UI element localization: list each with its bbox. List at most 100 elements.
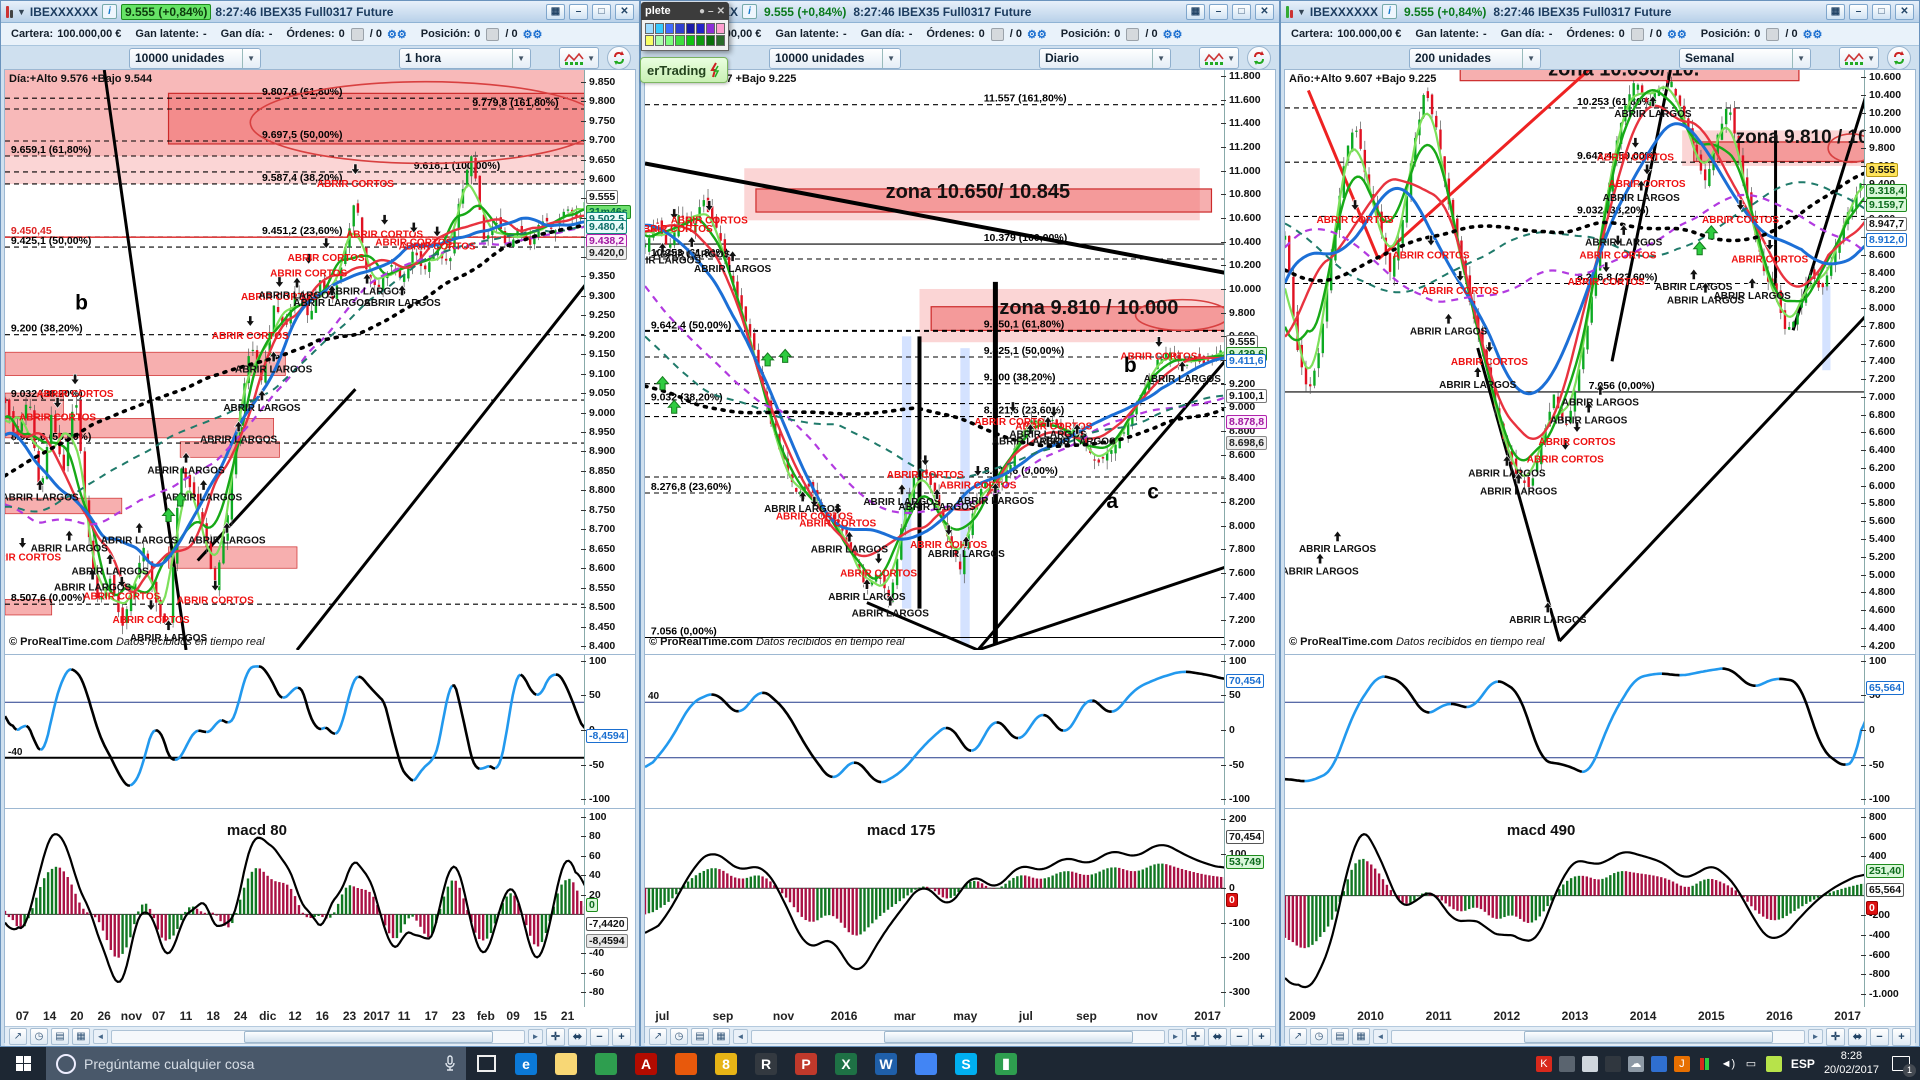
bricks-icon[interactable]: ▦ [72,1028,90,1045]
task-view-button[interactable] [466,1047,506,1080]
timeframe-dropdown[interactable]: Semanal ▼ [1679,47,1811,69]
maximize-button[interactable]: □ [592,3,611,20]
color-swatch[interactable] [655,35,665,46]
taskbar-app-psp-app[interactable]: P [786,1047,826,1080]
scrollbar-thumb[interactable] [883,1030,1134,1043]
taskbar-app-excel[interactable]: X [826,1047,866,1080]
reverse-order-button[interactable] [1247,46,1271,70]
posicion-cancel-icon[interactable] [1126,27,1140,41]
color-swatch[interactable] [715,35,725,46]
ordenes-cancel-icon[interactable] [350,27,364,41]
zoom-in-icon[interactable]: + [612,1027,631,1046]
powertrading-button[interactable]: erTrading [640,57,729,83]
ordenes-gear-icon[interactable]: ⚙⚙ [1027,28,1047,41]
color-swatch[interactable] [705,23,715,34]
color-swatch[interactable] [675,35,685,46]
palette-close-button[interactable]: ✕ [716,5,725,17]
posicion-cancel-icon[interactable] [1766,27,1780,41]
taskbar-app-skype[interactable]: S [946,1047,986,1080]
color-swatch[interactable] [665,35,675,46]
close-button[interactable]: ✕ [1895,3,1914,20]
tray-candles-icon[interactable] [1697,1056,1713,1072]
zoom-out-icon[interactable]: − [1230,1027,1249,1046]
units-dropdown[interactable]: 10000 unidades ▼ [769,47,901,69]
pin-icon[interactable]: ● [699,5,706,17]
macd-axis[interactable]: 200 100 0 -100 -200 -300 70,454 53,749 0 [1220,809,1275,1007]
color-swatch[interactable] [645,23,655,34]
units-dropdown[interactable]: 10000 unidades ▼ [129,47,261,69]
scroll-left-button[interactable]: ◄ [1373,1029,1388,1044]
alarm-icon[interactable]: ◷ [670,1028,688,1045]
taskbar-app-acrobat[interactable]: A [626,1047,666,1080]
pointer-tool-icon[interactable]: ✛ [1826,1027,1845,1046]
notification-center-button[interactable]: 1 [1888,1053,1916,1077]
color-swatch[interactable] [695,35,705,46]
price-axis[interactable]: 9.8509.8009.7509.7009.6509.6009.5509.500… [580,70,635,652]
posicion-gear-icon[interactable]: ⚙⚙ [1162,28,1183,41]
ordenes-gear-icon[interactable]: ⚙⚙ [387,28,407,41]
list-icon[interactable]: ▤ [691,1028,709,1045]
keyboard-icon[interactable]: ▦ [546,3,565,20]
scroll-left-button[interactable]: ◄ [93,1029,108,1044]
cortana-search[interactable]: Pregúntame cualquier cosa [46,1047,466,1080]
taskbar-app-green-app[interactable] [586,1047,626,1080]
tray-kaspersky-icon[interactable]: K [1535,1055,1552,1072]
palette-minimize-button[interactable]: – [708,5,714,17]
ordenes-cancel-icon[interactable] [1630,27,1644,41]
minimize-button[interactable]: – [569,3,588,20]
alarm-icon[interactable]: ◷ [30,1028,48,1045]
tray-usb-icon[interactable] [1581,1055,1598,1072]
posicion-gear-icon[interactable]: ⚙⚙ [1802,28,1823,41]
tray-blue-app-icon[interactable] [1650,1055,1667,1072]
list-icon[interactable]: ▤ [51,1028,69,1045]
chart-style-button[interactable]: ▼ [1199,47,1239,69]
chart-style-button[interactable]: ▼ [559,47,599,69]
bricks-icon[interactable]: ▦ [712,1028,730,1045]
scrollbar-thumb[interactable] [243,1030,494,1043]
color-swatch[interactable] [715,23,725,34]
tray-satellite-icon[interactable] [1604,1055,1621,1072]
reverse-order-button[interactable] [1887,46,1911,70]
macd-axis[interactable]: 800 600 400 -200 -400 -600 -800 -1.000 251,40 65,… [1860,809,1915,1007]
close-button[interactable]: ✕ [1255,3,1274,20]
zoom-out-icon[interactable]: − [1870,1027,1889,1046]
alarm-icon[interactable]: ◷ [1310,1028,1328,1045]
tray-network-icon[interactable]: ▭ [1745,1058,1757,1070]
scroll-right-button[interactable]: ► [1168,1029,1183,1044]
ordenes-gear-icon[interactable]: ⚙⚙ [1667,28,1687,41]
ordenes-cancel-icon[interactable] [990,27,1004,41]
color-swatch[interactable] [695,23,705,34]
start-button[interactable] [0,1047,46,1080]
units-dropdown[interactable]: 200 unidades ▼ [1409,47,1541,69]
clock[interactable]: 8:28 20/02/2017 [1824,1050,1879,1078]
scrollbar-thumb[interactable] [1523,1030,1774,1043]
tray-lime-icon[interactable] [1765,1055,1782,1072]
taskbar-app-edge[interactable]: e [506,1047,546,1080]
zoom-select-icon[interactable]: ⬌ [1208,1027,1227,1046]
palette-titlebar[interactable]: plete ● – ✕ [641,2,729,20]
posicion-gear-icon[interactable]: ⚙⚙ [522,28,543,41]
taskbar-app-media-app[interactable] [666,1047,706,1080]
keyboard-icon[interactable]: ▦ [1826,3,1845,20]
time-scrollbar[interactable] [111,1029,525,1044]
close-button[interactable]: ✕ [615,3,634,20]
color-swatch[interactable] [655,23,665,34]
time-scrollbar[interactable] [1391,1029,1805,1044]
pointer-tool-icon[interactable]: ✛ [1186,1027,1205,1046]
minimize-button[interactable]: – [1209,3,1228,20]
window-titlebar[interactable]: ▼ IBEXXXXXX i 9.555 (+0,84%) 8:27:46 IBE… [1,1,639,23]
taskbar-app-prorealtime[interactable]: ▮ [986,1047,1026,1080]
symbol-dropdown-caret[interactable]: ▼ [17,6,26,17]
price-axis[interactable]: 10.60010.40010.20010.0009.8009.6009.4009… [1860,70,1915,652]
price-axis[interactable]: 11.800 11.600 11.400 11.200 11.000 10.800 10.6… [1220,70,1275,650]
oscillator-axis[interactable]: 100 50 0 -50 -100 70,454 [1220,655,1275,805]
microphone-icon[interactable] [444,1055,456,1072]
scroll-right-button[interactable]: ► [1808,1029,1823,1044]
maximize-button[interactable]: □ [1232,3,1251,20]
color-swatch[interactable] [675,23,685,34]
zoom-select-icon[interactable]: ⬌ [1848,1027,1867,1046]
timeframe-dropdown[interactable]: 1 hora ▼ [399,47,531,69]
zoom-in-icon[interactable]: + [1892,1027,1911,1046]
zoom-in-icon[interactable]: + [1252,1027,1271,1046]
window-titlebar[interactable]: ▼ IBEXXXXXX i 9.555 (+0,84%) 8:27:46 IBE… [641,1,1279,23]
